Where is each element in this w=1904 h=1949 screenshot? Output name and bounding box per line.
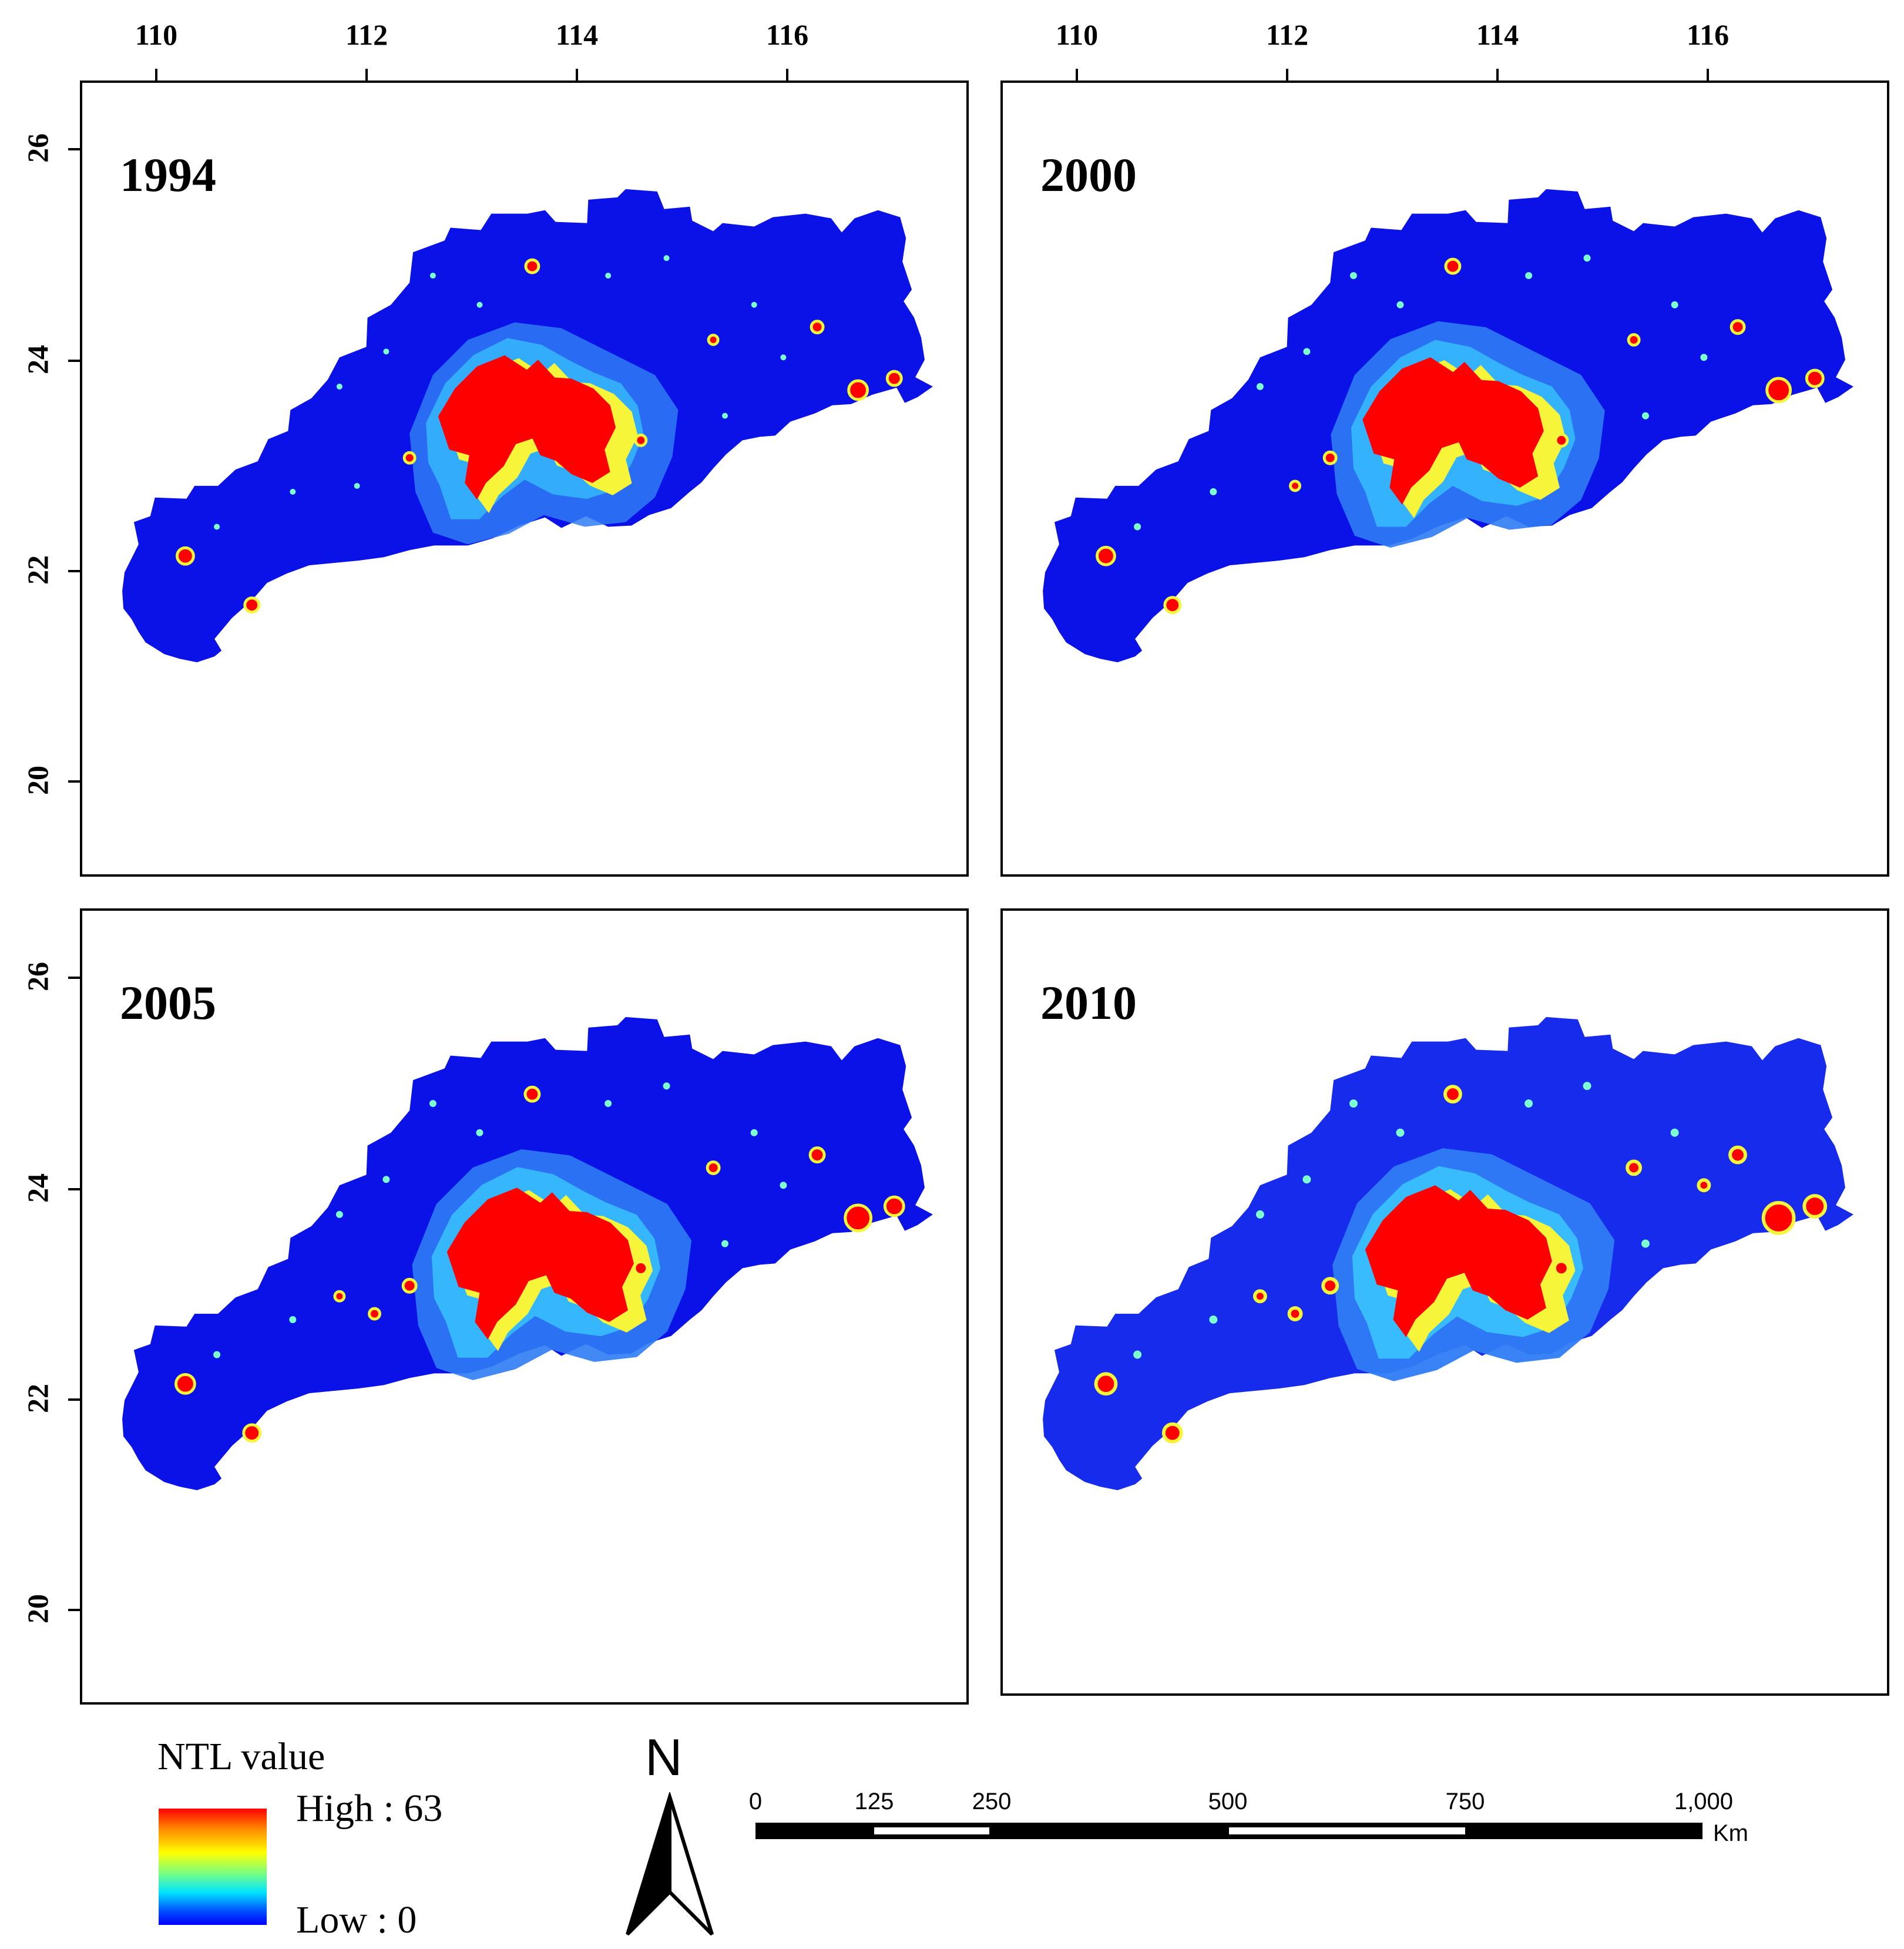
y-tick-label: 20 — [21, 1594, 54, 1623]
legend-low-label: Low : 0 — [296, 1898, 417, 1941]
year-label: 1994 — [120, 148, 216, 202]
ntl-map-2005 — [122, 1017, 933, 1491]
legend-high-label: High : 63 — [296, 1787, 443, 1830]
x-tick-label: 114 — [555, 18, 599, 51]
x-tick-label: 116 — [1686, 18, 1730, 51]
scale-label: 125 — [854, 1789, 894, 1814]
north-arrow-icon — [626, 1792, 714, 1936]
x-tick-label: 112 — [1265, 18, 1309, 51]
y-tick-mark — [68, 1609, 80, 1611]
y-tick-label: 22 — [21, 1384, 54, 1413]
x-tick-mark — [1286, 69, 1288, 80]
ntl-map-2010 — [1043, 1017, 1853, 1491]
map-panel-2010: 2010 — [1000, 908, 1889, 1696]
x-tick-mark — [155, 69, 157, 80]
x-tick-mark — [1496, 69, 1499, 80]
year-label: 2000 — [1040, 148, 1137, 202]
scale-label: 0 — [748, 1789, 763, 1814]
y-tick-mark — [68, 360, 80, 362]
map-panel-2005: 2005 — [80, 908, 969, 1705]
scale-label: 250 — [972, 1789, 1012, 1814]
x-tick-mark — [576, 69, 578, 80]
legend-color-ramp — [159, 1809, 267, 1925]
scale-unit: Km — [1713, 1820, 1748, 1846]
y-tick-label: 22 — [21, 555, 54, 585]
y-tick-mark — [68, 977, 80, 979]
y-tick-mark — [68, 1398, 80, 1401]
x-tick-mark — [786, 69, 788, 80]
x-tick-label: 110 — [135, 18, 178, 51]
scale-label: 750 — [1445, 1789, 1485, 1814]
year-label: 2010 — [1040, 976, 1137, 1029]
year-label: 2005 — [120, 976, 216, 1029]
y-tick-label: 24 — [21, 1173, 54, 1203]
x-tick-label: 116 — [765, 18, 809, 51]
map-panel-2000: 2000 — [1000, 80, 1889, 877]
north-label: N — [645, 1728, 683, 1786]
y-tick-label: 26 — [21, 133, 54, 163]
x-tick-mark — [1707, 69, 1709, 80]
y-tick-label: 26 — [21, 962, 54, 991]
scale-bar — [755, 1823, 1702, 1839]
scale-label: 500 — [1208, 1789, 1248, 1814]
x-tick-mark — [365, 69, 368, 80]
x-tick-label: 112 — [345, 18, 388, 51]
x-tick-label: 110 — [1055, 18, 1099, 51]
ntl-map-1994 — [122, 189, 933, 663]
y-tick-label: 24 — [21, 345, 54, 374]
y-tick-mark — [68, 148, 80, 150]
legend-title: NTL value — [157, 1735, 325, 1778]
x-tick-label: 114 — [1476, 18, 1519, 51]
y-tick-mark — [68, 570, 80, 572]
y-tick-mark — [68, 780, 80, 783]
y-tick-mark — [68, 1188, 80, 1190]
x-tick-mark — [1076, 69, 1078, 80]
y-tick-label: 20 — [21, 766, 54, 795]
ntl-map-2000 — [1043, 189, 1853, 663]
map-panel-1994: 1994 — [80, 80, 969, 877]
scale-label: 1,000 — [1674, 1789, 1734, 1814]
